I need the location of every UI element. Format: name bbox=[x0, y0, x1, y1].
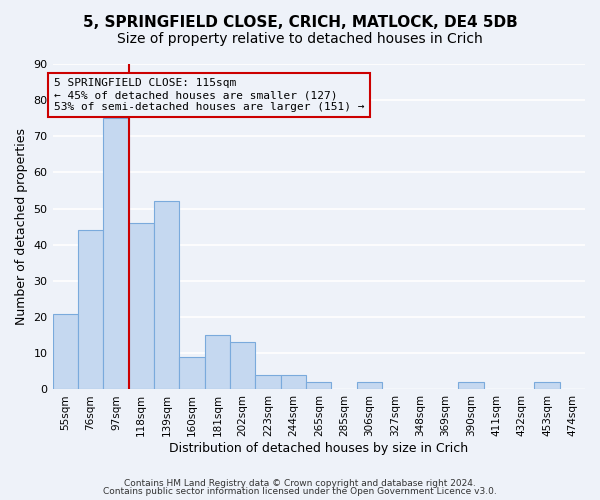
Bar bbox=[154, 202, 179, 390]
Text: Contains public sector information licensed under the Open Government Licence v3: Contains public sector information licen… bbox=[103, 487, 497, 496]
X-axis label: Distribution of detached houses by size in Crich: Distribution of detached houses by size … bbox=[169, 442, 469, 455]
Text: 5 SPRINGFIELD CLOSE: 115sqm
← 45% of detached houses are smaller (127)
53% of se: 5 SPRINGFIELD CLOSE: 115sqm ← 45% of det… bbox=[54, 78, 364, 112]
Bar bbox=[230, 342, 256, 390]
Bar bbox=[53, 314, 78, 390]
Bar bbox=[128, 223, 154, 390]
Bar bbox=[357, 382, 382, 390]
Text: Contains HM Land Registry data © Crown copyright and database right 2024.: Contains HM Land Registry data © Crown c… bbox=[124, 478, 476, 488]
Bar bbox=[306, 382, 331, 390]
Bar bbox=[179, 357, 205, 390]
Text: 5, SPRINGFIELD CLOSE, CRICH, MATLOCK, DE4 5DB: 5, SPRINGFIELD CLOSE, CRICH, MATLOCK, DE… bbox=[83, 15, 517, 30]
Bar bbox=[256, 375, 281, 390]
Bar bbox=[534, 382, 560, 390]
Text: Size of property relative to detached houses in Crich: Size of property relative to detached ho… bbox=[117, 32, 483, 46]
Bar bbox=[103, 118, 128, 390]
Bar bbox=[458, 382, 484, 390]
Bar bbox=[281, 375, 306, 390]
Bar bbox=[205, 335, 230, 390]
Y-axis label: Number of detached properties: Number of detached properties bbox=[15, 128, 28, 325]
Bar bbox=[78, 230, 103, 390]
